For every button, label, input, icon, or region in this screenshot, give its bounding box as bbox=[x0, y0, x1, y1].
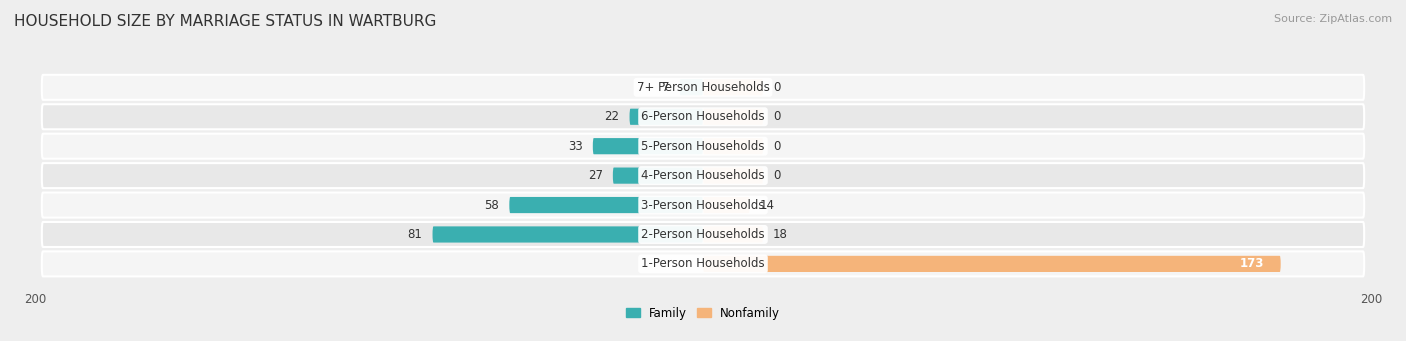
Text: 27: 27 bbox=[588, 169, 603, 182]
FancyBboxPatch shape bbox=[433, 226, 703, 242]
FancyBboxPatch shape bbox=[42, 163, 1364, 188]
Text: Source: ZipAtlas.com: Source: ZipAtlas.com bbox=[1274, 14, 1392, 24]
FancyBboxPatch shape bbox=[509, 197, 703, 213]
Text: 14: 14 bbox=[759, 198, 775, 211]
Text: 1-Person Households: 1-Person Households bbox=[641, 257, 765, 270]
FancyBboxPatch shape bbox=[42, 222, 1364, 247]
Text: 22: 22 bbox=[605, 110, 620, 123]
FancyBboxPatch shape bbox=[613, 167, 703, 184]
FancyBboxPatch shape bbox=[703, 256, 1281, 272]
FancyBboxPatch shape bbox=[42, 193, 1364, 218]
FancyBboxPatch shape bbox=[42, 104, 1364, 129]
Legend: Family, Nonfamily: Family, Nonfamily bbox=[621, 302, 785, 324]
FancyBboxPatch shape bbox=[42, 134, 1364, 159]
Text: 4-Person Households: 4-Person Households bbox=[641, 169, 765, 182]
FancyBboxPatch shape bbox=[679, 79, 703, 95]
FancyBboxPatch shape bbox=[703, 79, 763, 95]
Text: 58: 58 bbox=[485, 198, 499, 211]
Text: 81: 81 bbox=[408, 228, 422, 241]
FancyBboxPatch shape bbox=[703, 226, 763, 242]
Text: 2-Person Households: 2-Person Households bbox=[641, 228, 765, 241]
FancyBboxPatch shape bbox=[593, 138, 703, 154]
Text: 0: 0 bbox=[773, 110, 780, 123]
Text: 0: 0 bbox=[773, 140, 780, 153]
Text: 0: 0 bbox=[773, 81, 780, 94]
Text: HOUSEHOLD SIZE BY MARRIAGE STATUS IN WARTBURG: HOUSEHOLD SIZE BY MARRIAGE STATUS IN WAR… bbox=[14, 14, 436, 29]
FancyBboxPatch shape bbox=[42, 251, 1364, 277]
Text: 7: 7 bbox=[662, 81, 669, 94]
Text: 18: 18 bbox=[773, 228, 787, 241]
Text: 3-Person Households: 3-Person Households bbox=[641, 198, 765, 211]
FancyBboxPatch shape bbox=[42, 75, 1364, 100]
Text: 7+ Person Households: 7+ Person Households bbox=[637, 81, 769, 94]
FancyBboxPatch shape bbox=[703, 197, 749, 213]
FancyBboxPatch shape bbox=[703, 109, 763, 125]
FancyBboxPatch shape bbox=[630, 109, 703, 125]
Text: 173: 173 bbox=[1240, 257, 1264, 270]
Text: 33: 33 bbox=[568, 140, 582, 153]
Text: 6-Person Households: 6-Person Households bbox=[641, 110, 765, 123]
FancyBboxPatch shape bbox=[703, 167, 763, 184]
Text: 5-Person Households: 5-Person Households bbox=[641, 140, 765, 153]
Text: 0: 0 bbox=[773, 169, 780, 182]
FancyBboxPatch shape bbox=[703, 138, 763, 154]
